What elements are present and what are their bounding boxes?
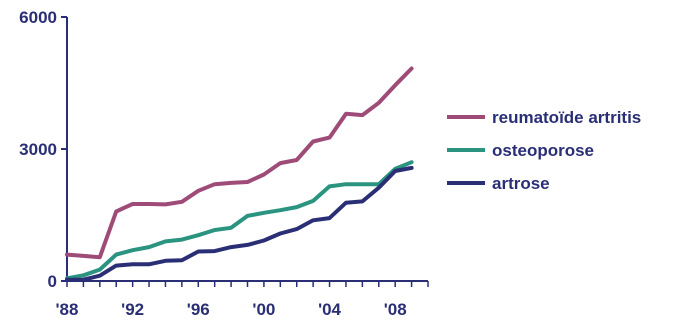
legend-label-2: artrose xyxy=(492,174,550,193)
y-tick-label: 6000 xyxy=(19,8,57,27)
y-tick-label: 0 xyxy=(48,272,57,291)
x-tick-label: '00 xyxy=(252,300,275,319)
x-tick-label: '88 xyxy=(56,300,79,319)
x-tick-label: '04 xyxy=(318,300,341,319)
x-tick-label: '08 xyxy=(384,300,407,319)
legend-label-0: reumatoïde artritis xyxy=(492,108,641,127)
x-tick-label: '92 xyxy=(121,300,144,319)
x-tick-label: '96 xyxy=(187,300,210,319)
series-line-0 xyxy=(65,66,414,260)
legend-label-1: osteoporose xyxy=(492,141,594,160)
y-tick-label: 3000 xyxy=(19,140,57,159)
series-line-1 xyxy=(65,160,414,281)
series-line-2 xyxy=(65,165,414,282)
